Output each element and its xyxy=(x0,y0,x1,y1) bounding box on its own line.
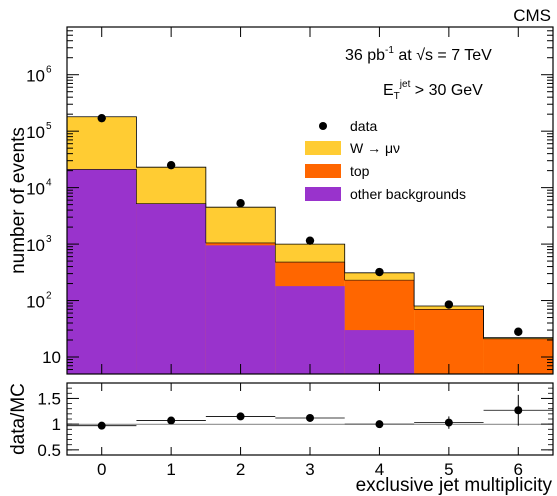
jet-cut-text: ETjet > 30 GeV xyxy=(383,79,483,102)
cms-brand-label: CMS xyxy=(513,6,551,25)
stacked-histogram xyxy=(66,116,553,375)
legend: data W → μν top other backgrounds xyxy=(305,118,466,202)
y-tick-label: 10 xyxy=(26,293,45,312)
ratio-y-tick-label: 1.5 xyxy=(37,389,61,408)
ratio-y-tick-label: 0.5 xyxy=(37,441,61,460)
ratio-y-tick-label: 1 xyxy=(52,415,61,434)
data-point-5 xyxy=(444,300,454,309)
y-axis-label: number of events xyxy=(8,127,29,274)
legend-w-label: W → μν xyxy=(350,140,400,156)
y-tick-exponent: 2 xyxy=(46,291,52,302)
y-tick-label: 10 xyxy=(26,123,45,142)
hist-bar-top-5 xyxy=(414,309,484,374)
x-tick-label: 2 xyxy=(236,460,245,479)
ratio-panel: 0.5 1 1.5 0 1 2 3 4 5 6 data/MC xyxy=(8,382,554,479)
ratio-point-3 xyxy=(306,413,314,422)
hist-top-outline xyxy=(67,169,553,340)
luminosity-text: 36 pb-1 at √s = 7 TeV xyxy=(345,45,492,64)
y-tick-label: 10 xyxy=(26,67,45,86)
hist-bar-other-backgrounds-1 xyxy=(136,203,206,374)
ratio-point-2 xyxy=(236,412,245,421)
legend-entry-top: top xyxy=(305,163,370,179)
ratio-y-axis-label: data/MC xyxy=(8,383,29,455)
hist-bar-other-backgrounds-2 xyxy=(205,245,276,374)
legend-entry-other: other backgrounds xyxy=(305,186,466,202)
data-point-4 xyxy=(375,267,384,277)
y-tick-exponent: 3 xyxy=(46,234,52,245)
hist-bar-other-backgrounds-3 xyxy=(275,286,345,374)
data-point-6 xyxy=(514,327,523,336)
legend-other-label: other backgrounds xyxy=(350,186,466,202)
x-tick-label: 1 xyxy=(166,460,175,479)
legend-data-marker xyxy=(319,122,327,130)
legend-entry-data: data xyxy=(319,118,377,134)
ratio-points xyxy=(67,394,553,430)
y-tick-exponent: 6 xyxy=(46,65,52,76)
data-point-2 xyxy=(236,198,245,208)
y-tick-label: 10 xyxy=(26,236,45,255)
y-tick-exponent: 5 xyxy=(46,121,52,132)
x-tick-label: 3 xyxy=(305,460,314,479)
hist-bar-other-backgrounds-0 xyxy=(67,169,137,374)
legend-other-swatch xyxy=(305,187,341,201)
ratio-y-ticks: 0.5 1 1.5 xyxy=(37,387,553,460)
ratio-point-4 xyxy=(375,420,384,429)
x-axis-label: exclusive jet multiplicity xyxy=(356,475,553,496)
legend-data-label: data xyxy=(350,118,377,134)
x-tick-label: 6 xyxy=(514,460,523,479)
x-axis-ticks: 0 1 2 3 4 5 6 xyxy=(97,383,523,479)
data-point-3 xyxy=(305,236,315,245)
y-tick-label: 10 xyxy=(26,180,45,199)
legend-entry-w: W → μν xyxy=(305,140,400,156)
y-tick-label: 10 xyxy=(42,348,61,367)
ratio-point-6 xyxy=(514,406,523,415)
ratio-point-0 xyxy=(97,421,106,430)
data-point-0 xyxy=(97,113,106,123)
data-points xyxy=(97,113,523,336)
x-tick-label: 0 xyxy=(97,460,106,479)
ratio-point-5 xyxy=(444,418,453,427)
x-tick-label: 4 xyxy=(375,460,384,479)
x-tick-label: 5 xyxy=(444,460,453,479)
ratio-point-1 xyxy=(167,416,176,425)
data-point-1 xyxy=(166,160,176,170)
main-x-ticks xyxy=(101,27,519,374)
y-tick-exponent: 4 xyxy=(46,178,52,189)
luminosity-annotation: 36 pb-1 at √s = 7 TeV ETjet > 30 GeV xyxy=(345,45,492,102)
legend-w-swatch xyxy=(305,141,341,155)
legend-top-label: top xyxy=(350,163,370,179)
legend-top-swatch xyxy=(305,164,341,178)
